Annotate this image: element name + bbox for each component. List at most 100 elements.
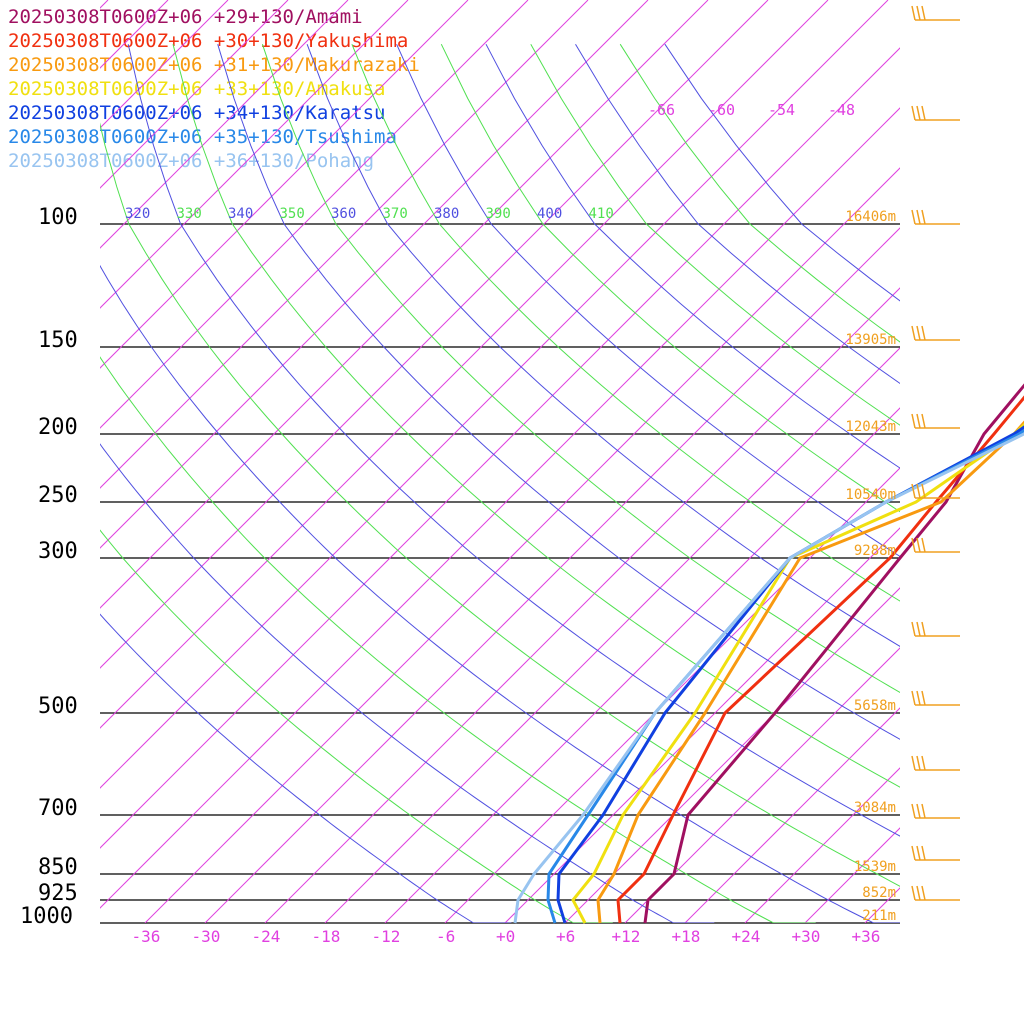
wind-barb-flag (916, 105, 921, 121)
isotherm-line (324, 347, 900, 923)
wind-barb-flag (911, 845, 916, 861)
wind-barb-flag (921, 105, 926, 121)
isotherm-line (204, 227, 900, 923)
isentrope-line (100, 443, 715, 923)
wind-barb-flag (911, 755, 916, 771)
wind-barb-flag (921, 5, 926, 21)
wind-barb-flag (921, 755, 926, 771)
pressure-label-100: 100 (38, 205, 78, 230)
theta-label-320: 320 (125, 206, 150, 222)
sounding-line (643, 383, 1024, 924)
temperature-tick-label: -18 (312, 927, 341, 946)
wind-barb-flag (921, 209, 926, 225)
wind-barb-flag (921, 690, 926, 706)
height-label: 211m (862, 908, 896, 924)
isotherm-line (100, 0, 589, 489)
wind-barb-flag (911, 621, 916, 637)
legend-entry-pohang: 20250308T0600Z+06 +36+130/Pohang (8, 150, 375, 172)
wind-barb-flag (911, 483, 916, 499)
wind-barb-flag (916, 803, 921, 819)
sounding-profiles (513, 383, 1024, 924)
wind-barb-flag (916, 690, 921, 706)
wind-barb-flag (921, 885, 926, 901)
isotherm-line (100, 0, 289, 189)
temperature-tick-label: +6 (556, 927, 575, 946)
isentrope-line (664, 43, 900, 302)
legend-entry-amakusa: 20250308T0600Z+06 +33+130/Amakusa (8, 78, 386, 100)
isotherm-line (100, 0, 649, 549)
theta-label-330: 330 (177, 206, 202, 222)
temperature-tick-label: +24 (732, 927, 761, 946)
wind-barb-flag (916, 483, 921, 499)
wind-barb-flag (911, 803, 916, 819)
temperature-tick-label: -12 (372, 927, 401, 946)
isotherm-line (684, 707, 900, 923)
isentrope-line (100, 264, 900, 923)
wind-barb-flag (921, 325, 926, 341)
mixing-ratio-label: -54 (768, 101, 795, 119)
isentrope-line (172, 44, 900, 788)
pressure-label-850: 850 (38, 855, 78, 880)
isotherm-line (100, 0, 409, 309)
isotherm-line (100, 0, 709, 609)
isotherm-line (744, 767, 900, 923)
isentrope-lines (100, 43, 900, 923)
pressure-label-200: 200 (38, 415, 78, 440)
isotherm-line (504, 527, 900, 923)
theta-label-340: 340 (228, 206, 253, 222)
height-label: 16406m (845, 209, 896, 225)
isotherm-line (0, 0, 48, 923)
wind-barb (911, 483, 960, 499)
pressure-label-300: 300 (38, 539, 78, 564)
wind-barb-flag (916, 209, 921, 225)
height-label: 5658m (854, 698, 896, 714)
isentrope-line (306, 44, 900, 647)
isentrope-line (100, 356, 816, 923)
isotherm-line (100, 0, 889, 789)
isotherm-line (100, 0, 169, 69)
wind-barb-flag (921, 803, 926, 819)
height-label: 852m (862, 885, 896, 901)
height-label: 13905m (845, 332, 896, 348)
wind-barb (911, 413, 960, 429)
height-label: 10540m (845, 487, 896, 503)
isentrope-line (127, 44, 900, 837)
wind-barb-flag (921, 621, 926, 637)
wind-barb-flag (911, 690, 916, 706)
isotherm-line (100, 47, 900, 849)
height-label: 12043m (845, 419, 896, 435)
theta-label-400: 400 (537, 206, 562, 222)
wind-barb-flag (921, 537, 926, 553)
temperature-tick-label: -24 (252, 927, 281, 946)
theta-label-380: 380 (434, 206, 459, 222)
height-label: 1539m (854, 859, 896, 875)
legend-entry-yakushima: 20250308T0600Z+06 +30+130/Yakushima (8, 30, 409, 52)
wind-barb-flag (916, 845, 921, 861)
wind-barb (911, 5, 960, 21)
wind-barb-flag (921, 483, 926, 499)
isotherm-line (144, 167, 900, 923)
isotherm-line (100, 0, 529, 429)
wind-barb-flag (916, 537, 921, 553)
pressure-label-500: 500 (38, 694, 78, 719)
wind-barb (911, 845, 960, 861)
isotherm-line (100, 0, 229, 129)
isotherm-line (100, 107, 900, 909)
legend-entry-karatsu: 20250308T0600Z+06 +34+130/Karatsu (8, 102, 386, 124)
isotherm-line (384, 407, 900, 923)
sounding-line (571, 423, 1024, 924)
temperature-tick-label: +30 (792, 927, 821, 946)
wind-barb-flag (911, 325, 916, 341)
wind-barb (911, 325, 960, 341)
temperature-tick-label: -30 (192, 927, 221, 946)
isotherm-line (100, 0, 829, 729)
temperature-tick-label: -6 (436, 927, 455, 946)
legend-entry-tsushima: 20250308T0600Z+06 +35+130/Tsushima (8, 126, 397, 148)
wind-barb-flag (916, 413, 921, 429)
theta-label-350: 350 (280, 206, 305, 222)
sounding-line (556, 425, 1024, 924)
isentrope-line (619, 43, 900, 343)
isentrope-line (396, 43, 900, 558)
